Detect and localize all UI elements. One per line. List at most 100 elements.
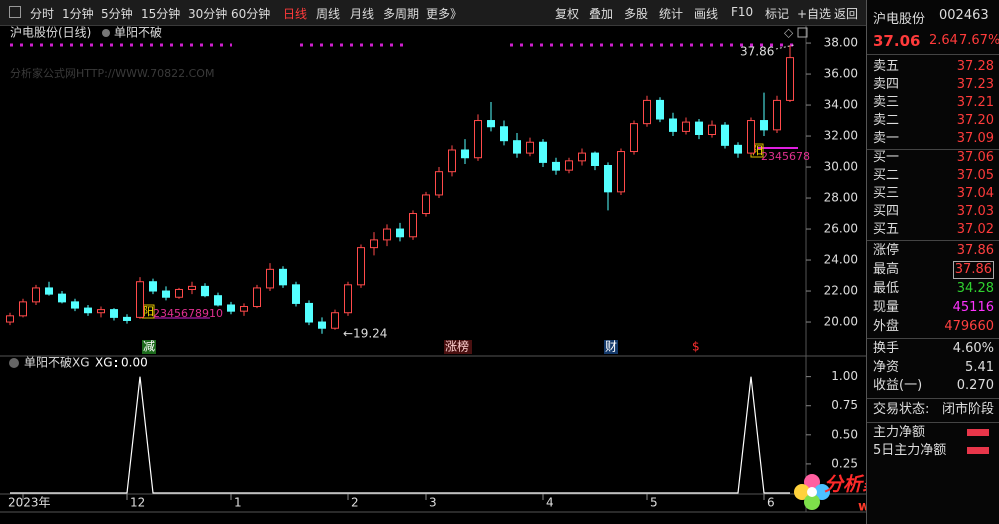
icon: ◇ — [784, 26, 794, 40]
candle-body — [58, 293, 66, 303]
candle-body — [448, 149, 456, 173]
y-tick-label: 26.00 — [824, 222, 858, 236]
quote-row: 卖五 37.28 — [873, 58, 994, 76]
quote-row: 买三 37.04 — [873, 185, 994, 203]
row-value: 37.21 — [956, 95, 994, 110]
period-tab[interactable]: 分时 — [30, 7, 55, 21]
quote-row: 买二 37.05 — [873, 167, 994, 185]
period-tab[interactable]: 日线 — [283, 7, 308, 21]
row-value: 37.06 — [956, 150, 994, 165]
event-box — [604, 340, 618, 354]
quote-row: 净资 5.41 — [873, 359, 994, 377]
candle-body — [318, 321, 326, 329]
period-tab[interactable]: 多周期 — [383, 7, 420, 21]
low-annotation: ←19.24 — [343, 327, 387, 341]
row-value: 37.04 — [956, 186, 994, 201]
candle-body — [6, 315, 14, 323]
row-label: 卖四 — [873, 77, 900, 92]
candle-body — [591, 152, 599, 166]
candle-body — [487, 120, 495, 128]
tool-button[interactable]: 返回 — [834, 7, 859, 21]
tool-button[interactable]: +自选 — [797, 7, 832, 21]
row-value: 479660 — [944, 319, 994, 334]
signal-mark: 阳 — [752, 144, 763, 157]
period-tab[interactable]: 5分钟 — [101, 7, 133, 21]
quote-row: 买一 37.06 — [873, 149, 994, 167]
period-tab[interactable]: 60分钟 — [231, 7, 271, 21]
period-tab[interactable]: 1分钟 — [62, 7, 94, 21]
flow-label: 5日主力净额 — [873, 443, 947, 458]
x-tick-label: 12 — [130, 496, 145, 510]
candle-body — [760, 120, 768, 131]
period-tab[interactable]: 月线 — [350, 7, 375, 21]
x-tick-label: 5 — [650, 496, 658, 510]
x-tick-label: 1 — [234, 496, 242, 510]
logo-url: www.70822.com — [858, 500, 866, 515]
row-value: 37.86 — [952, 261, 994, 279]
quote-row: 卖二 37.20 — [873, 112, 994, 130]
y-tick-label: 22.00 — [824, 284, 858, 298]
icon — [797, 27, 808, 38]
toolbar: 分时 1分钟 5分钟 15分钟 30分钟 60分钟 日线 周线 月线 多周期 更多》 复权 叠加 多股 统计… — [0, 0, 866, 26]
candle-body — [201, 285, 209, 297]
y-tick-label: 24.00 — [824, 253, 858, 267]
change-pct: 7.67% — [959, 33, 999, 48]
logo-petal — [814, 484, 830, 500]
separator — [867, 338, 999, 339]
y-tick-label: 0.75 — [831, 398, 858, 412]
candle-body — [97, 309, 105, 314]
row-value: 45116 — [952, 300, 994, 315]
x-tick-label: 6 — [767, 496, 775, 510]
readout: 0.00 — [121, 356, 148, 370]
event: 涨榜 — [445, 339, 469, 354]
event-box — [444, 340, 472, 354]
tool-button[interactable]: 多股 — [624, 7, 649, 21]
y-tick-label: 32.00 — [824, 129, 858, 143]
x-tick-label: 3 — [429, 496, 437, 510]
candle-body — [84, 307, 92, 314]
colon — [115, 365, 117, 367]
quote-row: 最高 37.86 — [873, 261, 994, 279]
indicator-name: 单阳不破 — [114, 25, 162, 40]
candle-body — [344, 284, 352, 314]
quote-row: 买五 37.02 — [873, 221, 994, 239]
candle-body — [331, 312, 339, 329]
event: 减 — [143, 340, 155, 354]
row-label: 买五 — [873, 222, 900, 237]
quote-row: 卖一 37.09 — [873, 130, 994, 148]
period-tab[interactable]: 更多》 — [426, 7, 463, 21]
quote-row: 外盘 479660 — [873, 318, 994, 336]
candle-body — [461, 149, 469, 159]
candle-body — [279, 268, 287, 286]
candle-body — [604, 164, 612, 193]
quote-row: 最低 34.28 — [873, 280, 994, 298]
candle-body — [474, 120, 482, 159]
icon — [9, 358, 19, 368]
candle-body — [786, 57, 794, 101]
tool-button[interactable]: 画线 — [694, 7, 719, 21]
row-value: 37.03 — [956, 204, 994, 219]
period-tab[interactable]: 15分钟 — [141, 7, 181, 21]
quote-row: 现量 45116 — [873, 299, 994, 317]
candle-body — [773, 99, 781, 131]
tool-button[interactable]: 标记 — [765, 7, 790, 21]
tool-button[interactable]: 复权 — [555, 7, 580, 21]
row-label: 净资 — [873, 359, 900, 375]
period-tab[interactable]: 30分钟 — [188, 7, 228, 21]
quote-row: 买四 37.03 — [873, 203, 994, 221]
row-label: 卖五 — [873, 59, 900, 74]
menu-icon[interactable] — [9, 6, 21, 18]
tool-button[interactable]: 叠加 — [589, 7, 614, 21]
tool-button[interactable]: 统计 — [659, 7, 684, 21]
candle-body — [227, 304, 235, 312]
tool-button[interactable]: F10 — [731, 5, 754, 19]
indicator-title: 单阳不破XG — [24, 355, 90, 370]
row-label: 卖一 — [873, 131, 900, 146]
period-tab[interactable]: 周线 — [316, 7, 341, 21]
logo-petal — [804, 474, 820, 490]
row-label: 换手 — [873, 341, 900, 356]
candle-body — [162, 290, 170, 298]
change: 2.64 — [929, 33, 958, 48]
candle-body — [19, 301, 27, 317]
